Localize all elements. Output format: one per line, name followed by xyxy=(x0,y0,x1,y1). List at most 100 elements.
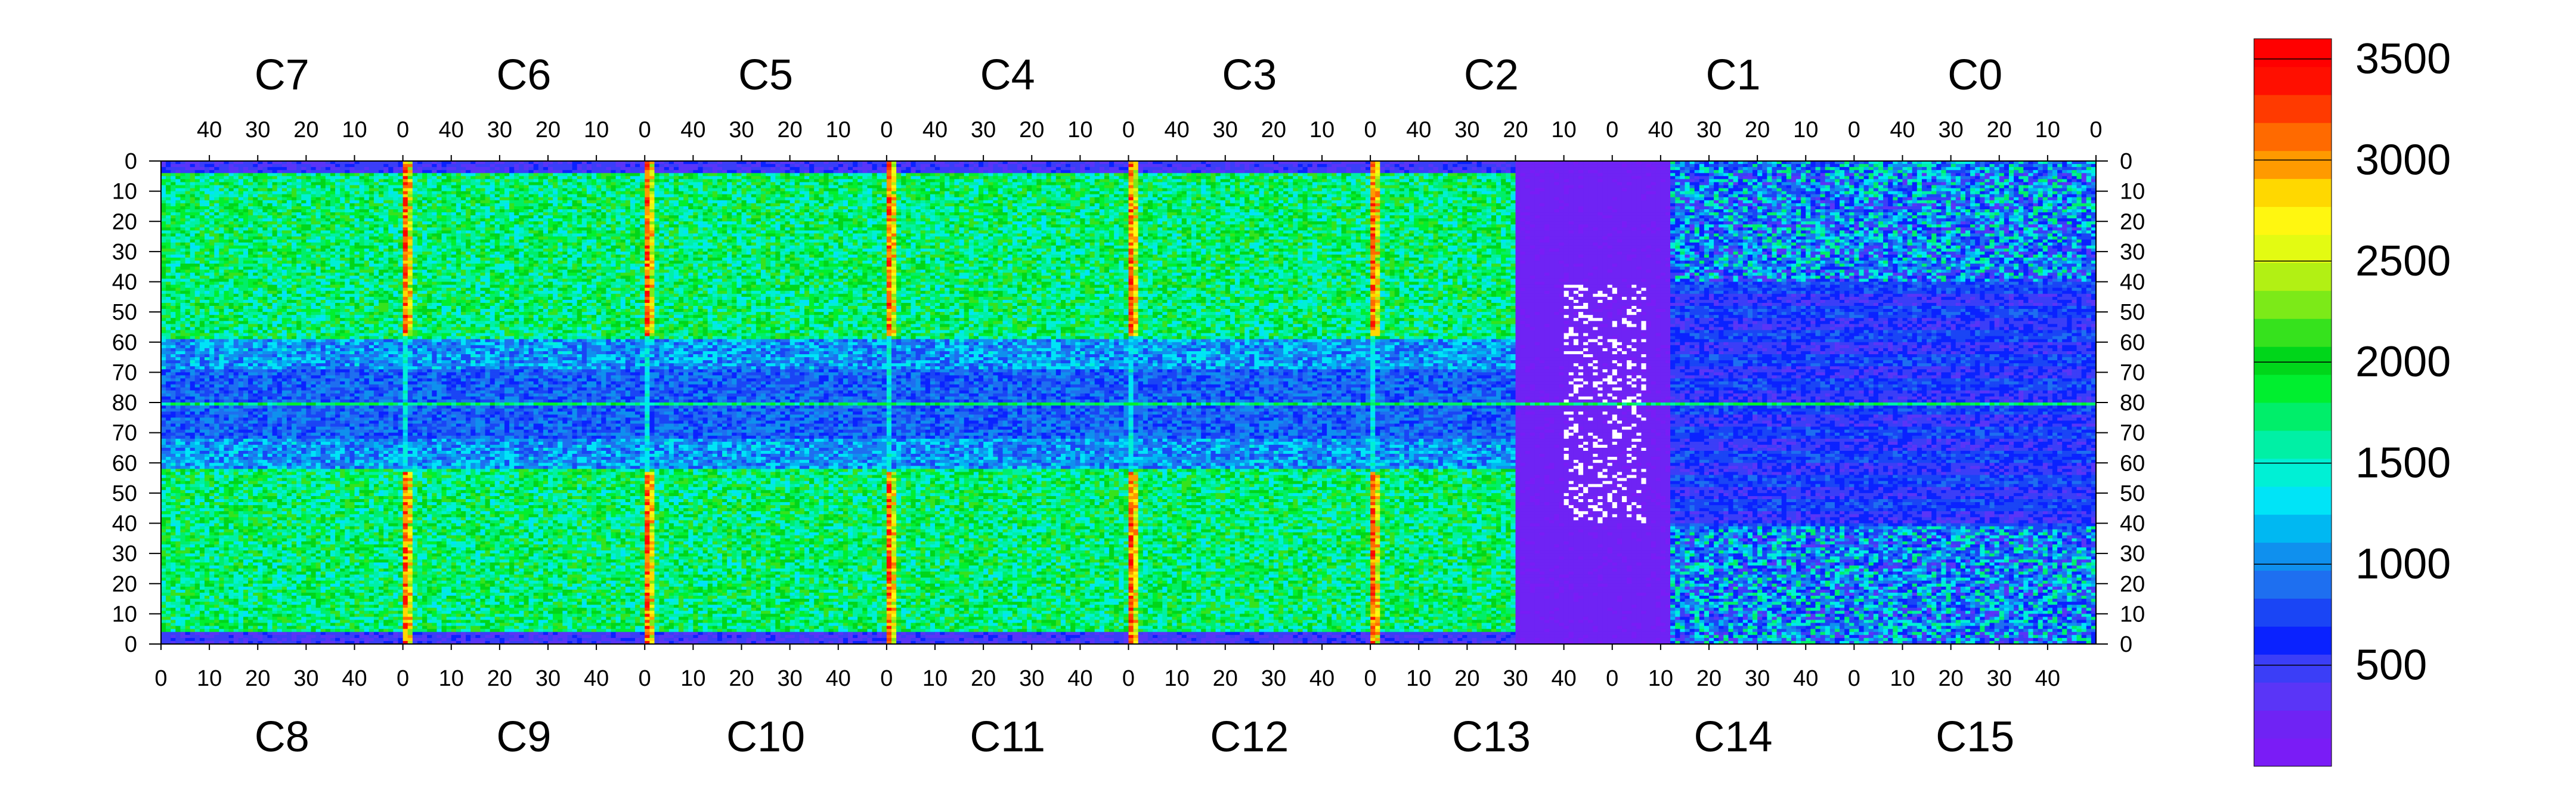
heatmap-cell xyxy=(558,164,563,167)
heatmap-cell xyxy=(1351,173,1357,176)
heatmap-cell xyxy=(1027,170,1032,173)
heatmap-cell xyxy=(998,164,1003,167)
heatmap-cell xyxy=(979,173,984,176)
heatmap-cell xyxy=(654,167,660,170)
heatmap-cell xyxy=(1134,167,1139,170)
heatmap-cell xyxy=(1283,167,1289,170)
heatmap-cell xyxy=(1656,173,1661,176)
heatmap-cell xyxy=(229,167,234,170)
heatmap-cell xyxy=(848,164,853,167)
heatmap-cell xyxy=(292,167,297,170)
heatmap-cell xyxy=(1225,170,1231,173)
heatmap-cell xyxy=(626,170,631,173)
heatmap-cell xyxy=(1544,173,1550,176)
heatmap-cell xyxy=(1225,167,1231,170)
heatmap-cell xyxy=(273,173,278,176)
heatmap-cell xyxy=(355,170,360,173)
heatmap-cell xyxy=(1695,167,1700,170)
heatmap-cell xyxy=(548,173,553,176)
heatmap-cell xyxy=(495,164,500,167)
heatmap-cell xyxy=(340,164,345,167)
heatmap-cell xyxy=(790,173,795,176)
heatmap-cell xyxy=(1395,167,1400,170)
heatmap-cell xyxy=(795,173,800,176)
heatmap-cell xyxy=(1501,167,1506,170)
heatmap-cell xyxy=(248,164,253,167)
heatmap-cell xyxy=(1298,164,1303,167)
heatmap-cell xyxy=(1206,164,1211,167)
heatmap-cell xyxy=(1535,167,1540,170)
heatmap-cell xyxy=(2067,167,2072,170)
heatmap-cell xyxy=(1796,167,1801,170)
heatmap-cell xyxy=(1443,164,1448,167)
heatmap-cell xyxy=(761,164,766,167)
heatmap-cell xyxy=(664,170,670,173)
heatmap-cell xyxy=(1138,170,1144,173)
heatmap-cell xyxy=(413,167,418,170)
heatmap-cell xyxy=(1574,167,1579,170)
heatmap-cell xyxy=(577,173,583,176)
heatmap-cell xyxy=(1196,173,1202,176)
heatmap-cell xyxy=(1013,170,1018,173)
heatmap-cell xyxy=(1593,173,1598,176)
heatmap-cell xyxy=(500,173,505,176)
heatmap-cell xyxy=(1400,173,1405,176)
heatmap-cell xyxy=(1419,164,1424,167)
heatmap-cell xyxy=(1428,170,1433,173)
heatmap-cell xyxy=(921,170,926,173)
heatmap-cell xyxy=(1627,173,1632,176)
heatmap-cell xyxy=(829,173,834,176)
heatmap-cell xyxy=(1477,170,1482,173)
heatmap-cell xyxy=(1835,164,1840,167)
heatmap-cell xyxy=(224,170,229,173)
heatmap-cell xyxy=(1104,167,1110,170)
heatmap-cell xyxy=(1177,164,1182,167)
heatmap-cell xyxy=(1709,170,1714,173)
heatmap-cell xyxy=(862,173,868,176)
heatmap-cell xyxy=(195,170,200,173)
heatmap-cell xyxy=(1308,167,1313,170)
heatmap-cell xyxy=(1936,167,1942,170)
heatmap-cell xyxy=(1999,167,2005,170)
heatmap-cell xyxy=(447,164,452,167)
heatmap-cell xyxy=(234,170,239,173)
heatmap-cell xyxy=(1970,164,1976,167)
heatmap-cell xyxy=(601,167,606,170)
heatmap-cell xyxy=(1704,164,1710,167)
heatmap-cell xyxy=(882,164,887,167)
heatmap-cell xyxy=(756,170,761,173)
heatmap-cell xyxy=(1462,167,1467,170)
heatmap-cell xyxy=(519,170,524,173)
heatmap-cell xyxy=(722,164,727,167)
heatmap-cell xyxy=(1327,164,1332,167)
heatmap-cell xyxy=(195,164,200,167)
heatmap-cell xyxy=(1070,167,1076,170)
heatmap-cell xyxy=(1172,170,1178,173)
heatmap-cell xyxy=(654,170,660,173)
heatmap-cell xyxy=(1274,164,1279,167)
heatmap-cell xyxy=(616,173,621,176)
heatmap-cell xyxy=(1521,167,1526,170)
heatmap-cell xyxy=(1249,164,1255,167)
heatmap-cell xyxy=(1893,164,1898,167)
heatmap-cell xyxy=(829,164,834,167)
heatmap-cell xyxy=(2014,167,2019,170)
heatmap-cell xyxy=(1869,164,1874,167)
heatmap-cell xyxy=(587,173,592,176)
heatmap-cell xyxy=(1496,167,1501,170)
heatmap-cell xyxy=(1704,170,1710,173)
heatmap-cell xyxy=(243,173,249,176)
heatmap-cell xyxy=(1597,164,1603,167)
heatmap-cell xyxy=(292,164,297,167)
heatmap-cell xyxy=(558,173,563,176)
heatmap-cell xyxy=(1883,164,1888,167)
heatmap-cell xyxy=(1510,164,1516,167)
heatmap-cell xyxy=(916,173,921,176)
heatmap-cell xyxy=(882,170,887,173)
heatmap-cell xyxy=(326,173,331,176)
heatmap-cell xyxy=(1172,164,1178,167)
heatmap-cell xyxy=(326,167,331,170)
heatmap-cell xyxy=(1423,173,1429,176)
heatmap-cell xyxy=(954,167,959,170)
heatmap-cell xyxy=(1612,170,1618,173)
